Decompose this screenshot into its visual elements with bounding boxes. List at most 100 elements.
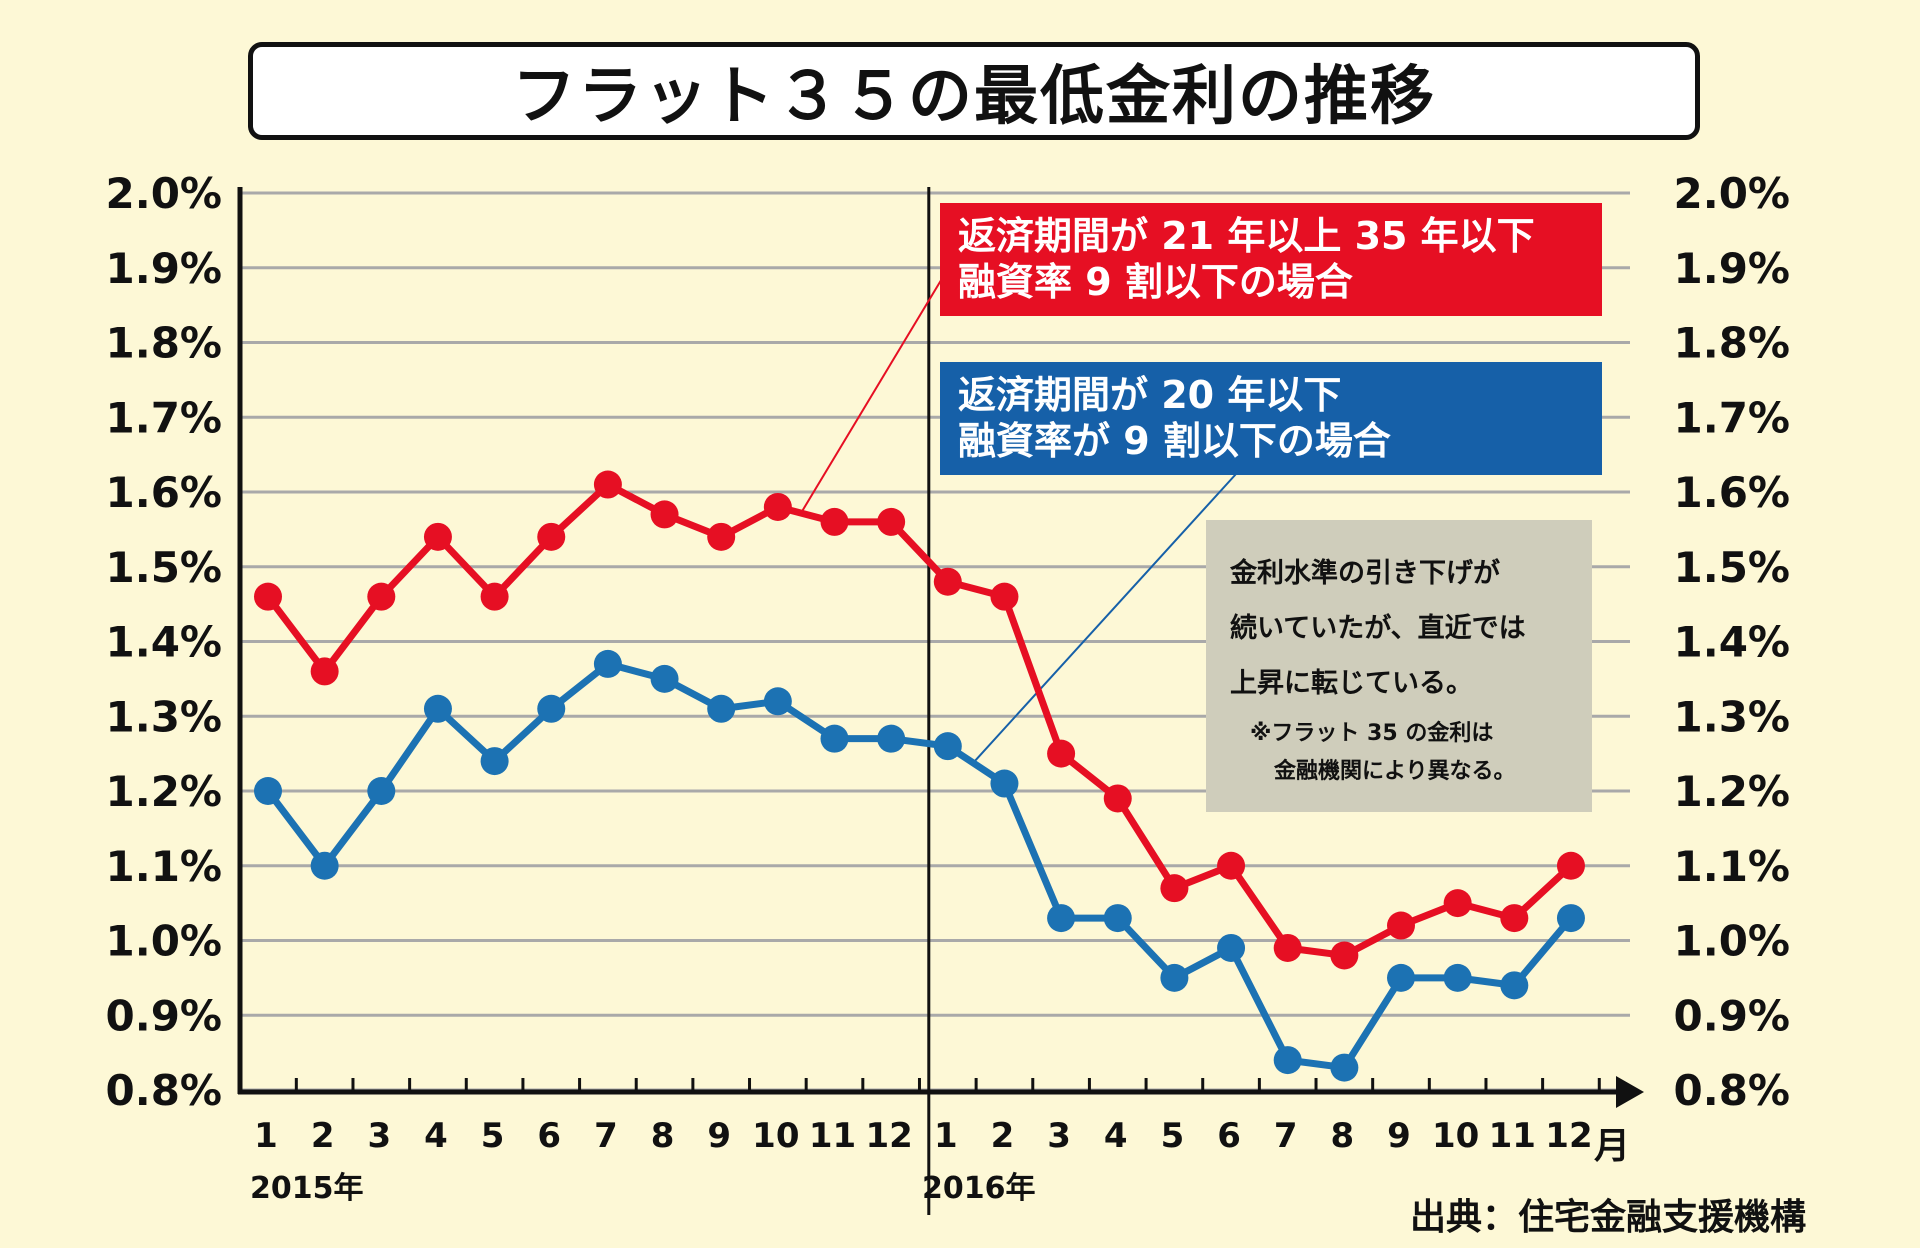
- data-point: [1387, 963, 1415, 992]
- y-tick-label-right: 1.9%: [1674, 244, 1790, 293]
- y-tick-label-left: 1.1%: [106, 842, 222, 891]
- y-tick-label-left: 1.4%: [106, 618, 222, 667]
- data-point: [1500, 971, 1529, 1000]
- y-tick-label-right: 1.0%: [1674, 917, 1790, 966]
- y-tick-label-right: 1.1%: [1674, 842, 1790, 891]
- y-tick-label-left: 1.2%: [106, 767, 222, 816]
- y-tick-label-right: 1.7%: [1674, 393, 1790, 442]
- data-point: [650, 500, 679, 529]
- x-tick-label: 7: [594, 1116, 618, 1156]
- data-point: [1556, 904, 1585, 933]
- x-tick-label: 6: [537, 1116, 561, 1156]
- data-point: [763, 687, 792, 716]
- data-point: [480, 747, 509, 776]
- y-tick-label-right: 1.3%: [1674, 692, 1790, 741]
- x-tick-label: 8: [1331, 1116, 1355, 1156]
- x-tick-label: 12: [865, 1116, 912, 1156]
- data-point: [367, 777, 396, 805]
- x-tick-label: 11: [809, 1116, 856, 1156]
- data-point: [990, 582, 1019, 611]
- data-point: [877, 724, 906, 753]
- data-point: [1500, 904, 1529, 933]
- leader-line-blue: [973, 473, 1237, 763]
- axes: [237, 187, 1644, 1215]
- data-point: [933, 732, 962, 761]
- callout-blue-line1: 返済期間が 20 年以下: [958, 373, 1342, 417]
- data-point: [763, 492, 792, 521]
- y-tick-label-left: 1.6%: [106, 468, 222, 517]
- data-point: [423, 694, 452, 723]
- chart-title-box: フラット３５の最低金利の推移: [248, 42, 1700, 140]
- data-point: [310, 657, 339, 686]
- callout-blue: 返済期間が 20 年以下 融資率が 9 割以下の場合: [940, 362, 1602, 475]
- x-tick-label: 4: [424, 1116, 448, 1156]
- x-tick-label: 5: [481, 1116, 505, 1156]
- note-line1: 金利水準の引き下げが: [1230, 558, 1500, 589]
- x-tick-label: 10: [752, 1116, 799, 1156]
- data-point: [1217, 933, 1246, 962]
- data-point: [537, 522, 566, 551]
- y-tick-label-right: 1.4%: [1674, 618, 1790, 667]
- y-tick-label-right: 1.5%: [1674, 543, 1790, 592]
- y-tick-label-left: 1.5%: [106, 543, 222, 592]
- data-point: [1330, 1053, 1359, 1082]
- year-label-2016: 2016年: [922, 1171, 1036, 1206]
- x-axis-unit: 月: [1594, 1126, 1630, 1167]
- data-point: [310, 851, 339, 880]
- data-point: [367, 582, 396, 611]
- data-point: [650, 664, 679, 693]
- data-point: [1047, 739, 1076, 768]
- data-point: [1160, 963, 1189, 992]
- note-box: 金利水準の引き下げが 続いていたが、直近では 上昇に転じている。 ※フラット 3…: [1206, 520, 1592, 812]
- x-tick-label: 3: [367, 1116, 391, 1156]
- callout-red: 返済期間が 21 年以上 35 年以下 融資率 9 割以下の場合: [940, 203, 1602, 316]
- y-tick-label-right: 2.0%: [1674, 169, 1790, 218]
- y-tick-label-right: 1.2%: [1674, 767, 1790, 816]
- y-tick-label-right: 1.8%: [1674, 319, 1790, 368]
- series-red: [254, 470, 1585, 970]
- data-point: [1387, 911, 1415, 940]
- chart-title: フラット３５の最低金利の推移: [512, 60, 1436, 134]
- data-point: [1103, 904, 1132, 933]
- x-tick-label: 3: [1047, 1116, 1071, 1156]
- data-point: [820, 724, 849, 753]
- y-axis-left-labels: 2.0% 1.9% 1.8% 1.7% 1.6% 1.5% 1.4% 1.3% 1.2% 1.1%…: [106, 169, 222, 1115]
- y-tick-label-left: 0.9%: [106, 991, 222, 1040]
- x-tick-label: 9: [1387, 1116, 1411, 1156]
- data-point: [877, 507, 906, 536]
- y-tick-label-left: 2.0%: [106, 169, 222, 218]
- data-point: [990, 769, 1019, 798]
- data-point: [593, 470, 622, 499]
- x-tick-label: 4: [1104, 1116, 1128, 1156]
- note-sub2: 金融機関により異なる。: [1274, 759, 1516, 784]
- callout-blue-line2: 融資率が 9 割以下の場合: [958, 419, 1391, 463]
- data-point: [707, 522, 736, 551]
- callout-red-line1: 返済期間が 21 年以上 35 年以下: [958, 214, 1535, 258]
- data-point: [1443, 889, 1472, 918]
- y-tick-label-left: 1.9%: [106, 244, 222, 293]
- callout-leader-lines: [798, 261, 1237, 763]
- x-tick-label: 10: [1432, 1116, 1479, 1156]
- series-blue: [254, 649, 1585, 1082]
- y-tick-label-right: 0.9%: [1674, 991, 1790, 1040]
- data-point: [1330, 941, 1359, 970]
- y-tick-label-left: 1.8%: [106, 319, 222, 368]
- data-point: [537, 694, 566, 723]
- callout-red-line2: 融資率 9 割以下の場合: [958, 260, 1353, 304]
- data-point: [1160, 874, 1189, 903]
- x-tick-label: 9: [707, 1116, 731, 1156]
- data-point: [1103, 784, 1132, 813]
- x-tick-label: 5: [1161, 1116, 1185, 1156]
- note-line3: 上昇に転じている。: [1230, 668, 1473, 699]
- data-point: [707, 694, 736, 723]
- x-axis-arrow: [1616, 1076, 1644, 1108]
- x-tick-label: 6: [1217, 1116, 1241, 1156]
- data-point: [423, 522, 452, 551]
- note-sub1: ※フラット 35 の金利は: [1250, 721, 1494, 746]
- y-tick-label-left: 1.0%: [106, 917, 222, 966]
- data-point: [480, 582, 509, 611]
- data-point: [254, 777, 282, 805]
- data-point: [254, 582, 282, 611]
